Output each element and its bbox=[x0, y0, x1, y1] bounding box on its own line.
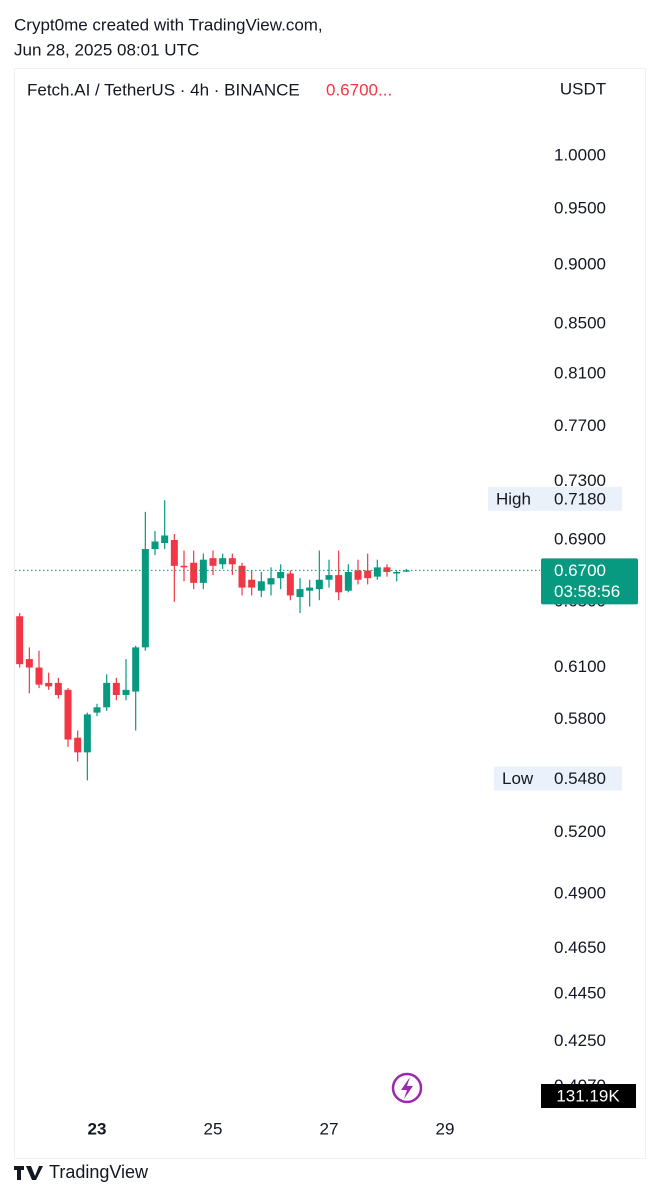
marker-name: Low bbox=[502, 769, 534, 788]
currency: USDT bbox=[560, 79, 606, 98]
candle-body bbox=[35, 667, 43, 685]
candle-body bbox=[64, 689, 72, 740]
candle-body bbox=[393, 571, 401, 574]
candle-body bbox=[402, 570, 410, 572]
candle-body bbox=[267, 578, 275, 585]
candle-body bbox=[161, 535, 169, 543]
y-tick-label: 1.0000 bbox=[554, 145, 606, 164]
candle-body bbox=[45, 682, 53, 687]
x-tick-label: 23 bbox=[88, 1119, 107, 1138]
x-tick-label: 27 bbox=[320, 1119, 339, 1138]
y-tick-label: 0.4900 bbox=[554, 884, 606, 903]
y-tick-label: 0.9500 bbox=[554, 199, 606, 218]
candle-body bbox=[219, 558, 227, 565]
candle-body bbox=[122, 689, 130, 696]
last-price-box bbox=[541, 558, 638, 605]
candle-body bbox=[103, 682, 111, 708]
candle-body bbox=[306, 587, 314, 591]
candle-body bbox=[277, 571, 285, 579]
candle-body bbox=[180, 565, 188, 568]
y-tick-label: 0.8500 bbox=[554, 314, 606, 333]
y-tick-label: 0.7300 bbox=[554, 471, 606, 490]
candle-body bbox=[335, 575, 343, 593]
y-tick-label: 0.4450 bbox=[554, 983, 606, 1002]
candle-body bbox=[141, 549, 149, 648]
x-tick-label: 25 bbox=[204, 1119, 223, 1138]
candle-body bbox=[209, 558, 217, 566]
candle-body bbox=[16, 616, 24, 665]
marker-bg bbox=[494, 766, 622, 791]
brand: TradingView bbox=[49, 1162, 149, 1182]
candle-body bbox=[257, 581, 265, 591]
attribution: Jun 28, 2025 08:01 UTC bbox=[14, 40, 199, 59]
brand-logo bbox=[14, 1166, 43, 1180]
candle-body bbox=[364, 570, 372, 579]
candle-body bbox=[83, 714, 91, 753]
candle-body bbox=[383, 567, 391, 572]
candle-body bbox=[25, 659, 33, 668]
chart-frame bbox=[14, 68, 646, 1159]
candle-body bbox=[344, 571, 352, 591]
y-tick-label: 0.5200 bbox=[554, 822, 606, 841]
x-tick-label: 29 bbox=[436, 1119, 455, 1138]
candle-body bbox=[199, 559, 207, 583]
alert-bolt bbox=[401, 1077, 413, 1099]
candle-body bbox=[93, 707, 101, 713]
candle-body bbox=[132, 647, 140, 692]
marker-value: 0.7180 bbox=[554, 489, 606, 508]
candle-body bbox=[286, 573, 294, 596]
candle-body bbox=[315, 579, 323, 590]
y-tick-label: 0.9000 bbox=[554, 254, 606, 273]
last-price-label: 0.6700 bbox=[554, 561, 606, 580]
candle-body bbox=[248, 579, 256, 588]
candle-body bbox=[170, 539, 178, 566]
candle-body bbox=[54, 682, 62, 696]
candle-body bbox=[373, 567, 381, 577]
y-tick-label: 0.8100 bbox=[554, 364, 606, 383]
candle-body bbox=[228, 558, 236, 565]
y-tick-label: 0.4650 bbox=[554, 938, 606, 957]
candle-body bbox=[325, 575, 333, 580]
candle-body bbox=[112, 682, 120, 696]
marker-bg bbox=[488, 486, 622, 511]
candle-body bbox=[190, 562, 198, 583]
candle-body bbox=[296, 589, 304, 598]
volume-label: 131.19K bbox=[556, 1086, 620, 1105]
header-price: 0.6700... bbox=[326, 80, 392, 99]
chart-title: Fetch.AI / TetherUS · 4h · BINANCE bbox=[27, 80, 300, 99]
y-tick-label: 0.6900 bbox=[554, 529, 606, 548]
marker-value: 0.5480 bbox=[554, 769, 606, 788]
y-tick-label: 0.5800 bbox=[554, 709, 606, 728]
marker-name: High bbox=[496, 489, 531, 508]
candle-body bbox=[238, 565, 246, 588]
candle-body bbox=[354, 570, 362, 580]
y-tick-label: 0.4250 bbox=[554, 1031, 606, 1050]
candle-body bbox=[151, 541, 159, 550]
countdown: 03:58:56 bbox=[554, 582, 620, 601]
y-tick-label: 0.7700 bbox=[554, 416, 606, 435]
y-tick-label: 0.6100 bbox=[554, 657, 606, 676]
candle-body bbox=[74, 737, 82, 753]
alert-icon[interactable] bbox=[391, 1072, 423, 1104]
volume-box bbox=[541, 1084, 636, 1108]
attribution: Crypt0me created with TradingView.com, bbox=[14, 15, 323, 34]
